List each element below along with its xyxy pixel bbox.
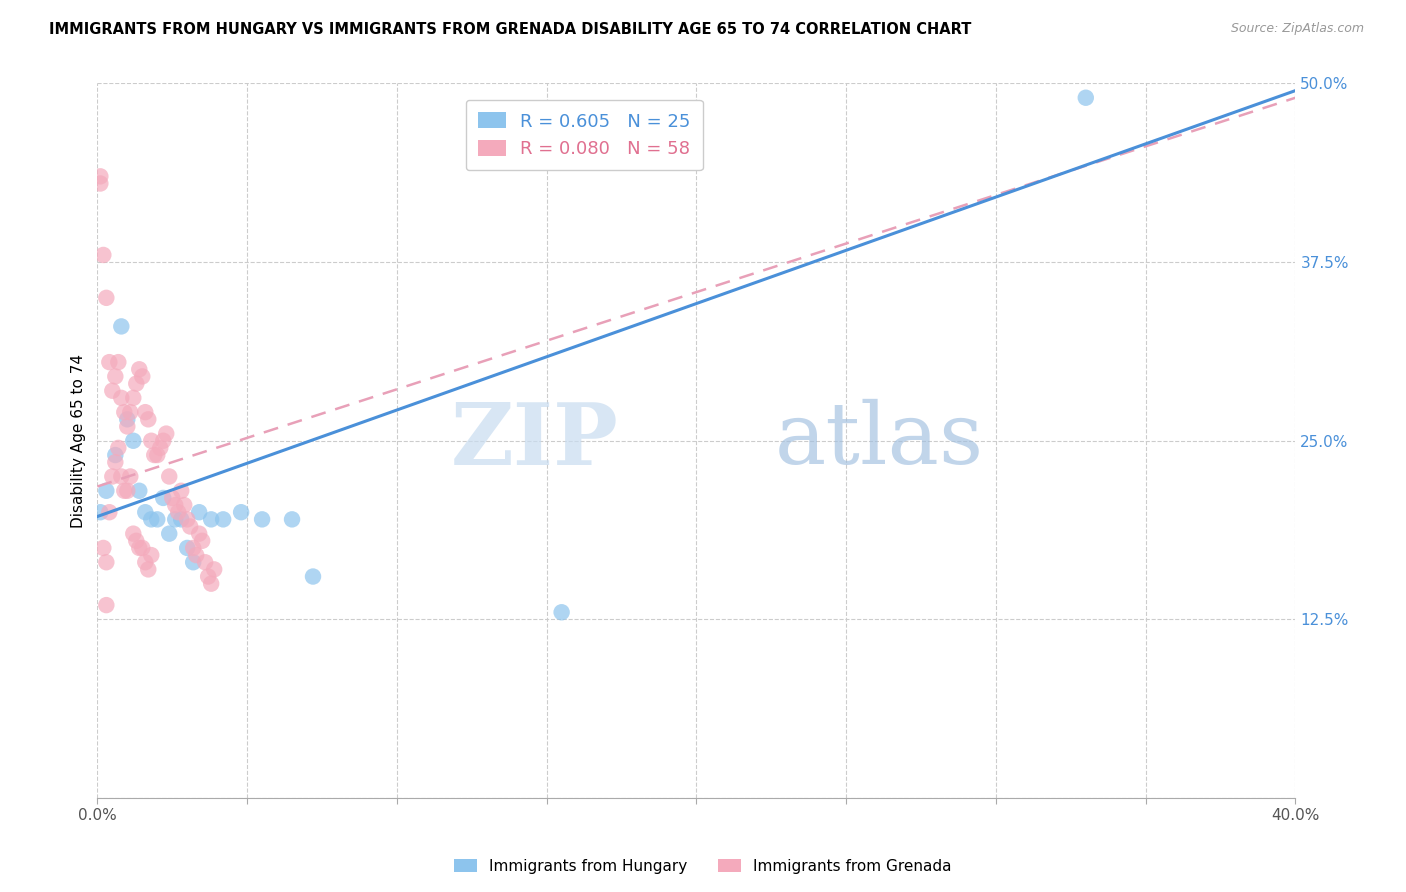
Point bbox=[146, 512, 169, 526]
Point bbox=[98, 355, 121, 369]
Point bbox=[170, 483, 193, 498]
Point bbox=[202, 562, 225, 576]
Point bbox=[160, 491, 183, 505]
Point bbox=[188, 505, 211, 519]
Point bbox=[152, 491, 174, 505]
Point bbox=[98, 505, 121, 519]
Point bbox=[134, 555, 156, 569]
Point bbox=[93, 541, 115, 555]
Point bbox=[197, 569, 219, 583]
Point bbox=[125, 533, 148, 548]
Point bbox=[104, 455, 127, 469]
Y-axis label: Disability Age 65 to 74: Disability Age 65 to 74 bbox=[72, 354, 86, 528]
Point bbox=[96, 291, 118, 305]
Point bbox=[122, 391, 145, 405]
Point bbox=[117, 412, 139, 426]
Point bbox=[188, 526, 211, 541]
Point bbox=[131, 369, 153, 384]
Text: IMMIGRANTS FROM HUNGARY VS IMMIGRANTS FROM GRENADA DISABILITY AGE 65 TO 74 CORRE: IMMIGRANTS FROM HUNGARY VS IMMIGRANTS FR… bbox=[49, 22, 972, 37]
Text: ZIP: ZIP bbox=[451, 399, 619, 483]
Point bbox=[107, 441, 129, 455]
Point bbox=[152, 434, 174, 448]
Point bbox=[250, 512, 273, 526]
Point bbox=[181, 555, 204, 569]
Point bbox=[550, 605, 572, 619]
Point bbox=[141, 548, 163, 562]
Point bbox=[141, 512, 163, 526]
Point bbox=[122, 526, 145, 541]
Point bbox=[176, 541, 198, 555]
Point bbox=[212, 512, 235, 526]
Point bbox=[89, 505, 111, 519]
Point bbox=[101, 469, 124, 483]
Point bbox=[125, 376, 148, 391]
Point bbox=[229, 505, 252, 519]
Point bbox=[157, 469, 180, 483]
Point bbox=[107, 355, 129, 369]
Point bbox=[131, 541, 153, 555]
Point bbox=[165, 512, 187, 526]
Point bbox=[143, 448, 166, 462]
Point bbox=[200, 576, 222, 591]
Point bbox=[89, 177, 111, 191]
Point bbox=[122, 434, 145, 448]
Point bbox=[120, 469, 142, 483]
Text: atlas: atlas bbox=[775, 399, 983, 483]
Point bbox=[186, 548, 208, 562]
Point bbox=[141, 434, 163, 448]
Point bbox=[104, 369, 127, 384]
Point bbox=[89, 169, 111, 184]
Point bbox=[104, 448, 127, 462]
Point bbox=[93, 248, 115, 262]
Point bbox=[134, 405, 156, 419]
Point bbox=[128, 362, 150, 376]
Point bbox=[112, 405, 135, 419]
Point bbox=[165, 498, 187, 512]
Point bbox=[128, 541, 150, 555]
Point bbox=[179, 519, 201, 533]
Point bbox=[302, 569, 325, 583]
Point bbox=[101, 384, 124, 398]
Point bbox=[96, 555, 118, 569]
Point bbox=[110, 469, 132, 483]
Point bbox=[191, 533, 214, 548]
Legend: Immigrants from Hungary, Immigrants from Grenada: Immigrants from Hungary, Immigrants from… bbox=[449, 853, 957, 880]
Point bbox=[112, 483, 135, 498]
Point bbox=[136, 562, 159, 576]
Point bbox=[110, 319, 132, 334]
Point bbox=[134, 505, 156, 519]
Point bbox=[128, 483, 150, 498]
Text: Source: ZipAtlas.com: Source: ZipAtlas.com bbox=[1230, 22, 1364, 36]
Point bbox=[136, 412, 159, 426]
Point bbox=[157, 526, 180, 541]
Point bbox=[120, 405, 142, 419]
Point bbox=[149, 441, 172, 455]
Point bbox=[176, 512, 198, 526]
Point bbox=[200, 512, 222, 526]
Point bbox=[167, 505, 190, 519]
Point bbox=[110, 391, 132, 405]
Point bbox=[155, 426, 177, 441]
Point bbox=[194, 555, 217, 569]
Point bbox=[1074, 91, 1097, 105]
Point bbox=[96, 483, 118, 498]
Point bbox=[170, 512, 193, 526]
Point bbox=[281, 512, 304, 526]
Point bbox=[146, 448, 169, 462]
Point bbox=[96, 598, 118, 612]
Point bbox=[173, 498, 195, 512]
Point bbox=[117, 419, 139, 434]
Point bbox=[181, 541, 204, 555]
Legend: R = 0.605   N = 25, R = 0.080   N = 58: R = 0.605 N = 25, R = 0.080 N = 58 bbox=[465, 100, 703, 170]
Point bbox=[117, 483, 139, 498]
